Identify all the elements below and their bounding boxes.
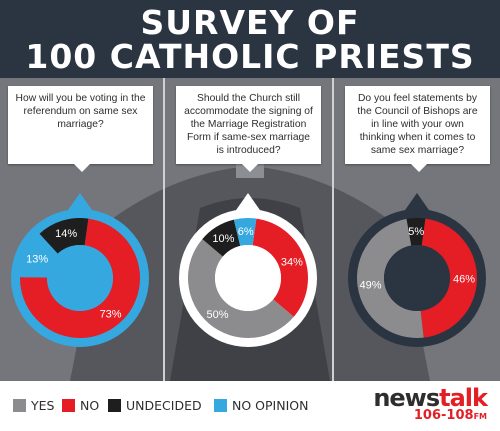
legend-item-undecided: UNDECIDED — [108, 397, 202, 413]
donut-3-label-yes: 49% — [359, 280, 381, 292]
title-line-2: 100 CATHOLIC PRIESTS — [25, 37, 475, 76]
donut-2-slice-undecided — [202, 219, 241, 257]
title: SURVEY OF 100 CATHOLIC PRIESTS — [0, 0, 500, 74]
donut-tip-3 — [403, 193, 431, 213]
donut-1-label-no-opinion: 13% — [26, 254, 48, 266]
legend-item-no-opinion: NO OPINION — [214, 397, 308, 413]
donut-3-label-no: 46% — [453, 274, 475, 286]
donut-3-slice-undecided — [406, 218, 426, 246]
question-box-3: Do you feel statements by the Council of… — [345, 86, 490, 164]
legend-item-no: NO — [62, 397, 99, 413]
donut-2-label-yes: 50% — [207, 309, 229, 321]
question-panel-2: Should the Church still accommodate the … — [168, 78, 329, 381]
column-divider-2 — [332, 78, 334, 381]
column-divider-1 — [163, 78, 165, 381]
legend-label-undecided: UNDECIDED — [126, 397, 202, 413]
donut-1-slice-undecided — [39, 218, 89, 254]
logo-frequency: 106-108 — [413, 408, 474, 423]
donut-tip-2 — [234, 193, 262, 213]
donut-1-slice-no — [20, 218, 141, 338]
donut-1-slice-no-opinion — [20, 233, 58, 278]
donut-2-label-no: 34% — [281, 256, 303, 268]
question-panel-3: Do you feel statements by the Council of… — [337, 78, 498, 381]
donut-2-label-undecided: 10% — [212, 233, 234, 245]
donut-3-slice-no — [420, 218, 477, 338]
chart-area: How will you be voting in the referendum… — [0, 78, 500, 381]
donut-chart-2: 34% 50% 10% 6% — [179, 193, 317, 347]
legend-bar: YES NO UNDECIDED NO OPINION newstalk 106… — [0, 381, 500, 431]
donut-2-slice-no-opinion — [233, 218, 257, 246]
legend-swatch-yes — [13, 398, 26, 412]
donut-3-slice-yes — [357, 218, 424, 338]
question-text-1: How will you be voting in the referendum… — [15, 93, 146, 130]
logo-text-news: news — [373, 384, 440, 412]
question-pointer-1 — [74, 164, 90, 172]
newstalk-logo: newstalk 106-108FM — [373, 384, 488, 424]
donut-chart-1: 73% 13% 14% — [11, 193, 149, 347]
donut-2-slice-yes — [188, 239, 294, 338]
legend-label-yes: YES — [31, 397, 55, 413]
donut-center-1 — [47, 245, 113, 311]
question-box-2: Should the Church still accommodate the … — [176, 86, 321, 164]
donut-2-slice-no — [252, 218, 308, 317]
donut-1-label-no: 73% — [100, 309, 122, 321]
logo-frequency-unit: FM — [473, 412, 487, 421]
legend-swatch-no-opinion — [214, 398, 227, 412]
donut-3-label-undecided: 5% — [408, 226, 424, 238]
question-pointer-2 — [242, 164, 258, 172]
question-box-1: How will you be voting in the referendum… — [8, 86, 153, 164]
legend-item-yes: YES — [13, 397, 54, 413]
title-line-1: SURVEY OF — [140, 3, 360, 42]
donut-tip-1 — [66, 193, 94, 213]
legend-swatch-no — [62, 398, 75, 412]
header: SURVEY OF 100 CATHOLIC PRIESTS — [0, 0, 500, 78]
question-text-2: Should the Church still accommodate the … — [184, 93, 313, 156]
legend-label-no-opinion: NO OPINION — [232, 397, 309, 413]
legend-label-no: NO — [80, 397, 100, 413]
donut-center-2 — [215, 245, 281, 311]
donut-center-3 — [384, 245, 450, 311]
donut-2-label-no-opinion: 6% — [238, 226, 254, 238]
donut-chart-3: 46% 49% 5% — [348, 193, 486, 347]
donut-1-label-undecided: 14% — [55, 228, 77, 240]
question-text-3: Do you feel statements by the Council of… — [357, 93, 478, 156]
question-pointer-3 — [411, 164, 427, 172]
question-panel-1: How will you be voting in the referendum… — [0, 78, 161, 381]
logo-text-talk: talk — [439, 384, 488, 412]
legend-swatch-undecided — [108, 398, 121, 412]
